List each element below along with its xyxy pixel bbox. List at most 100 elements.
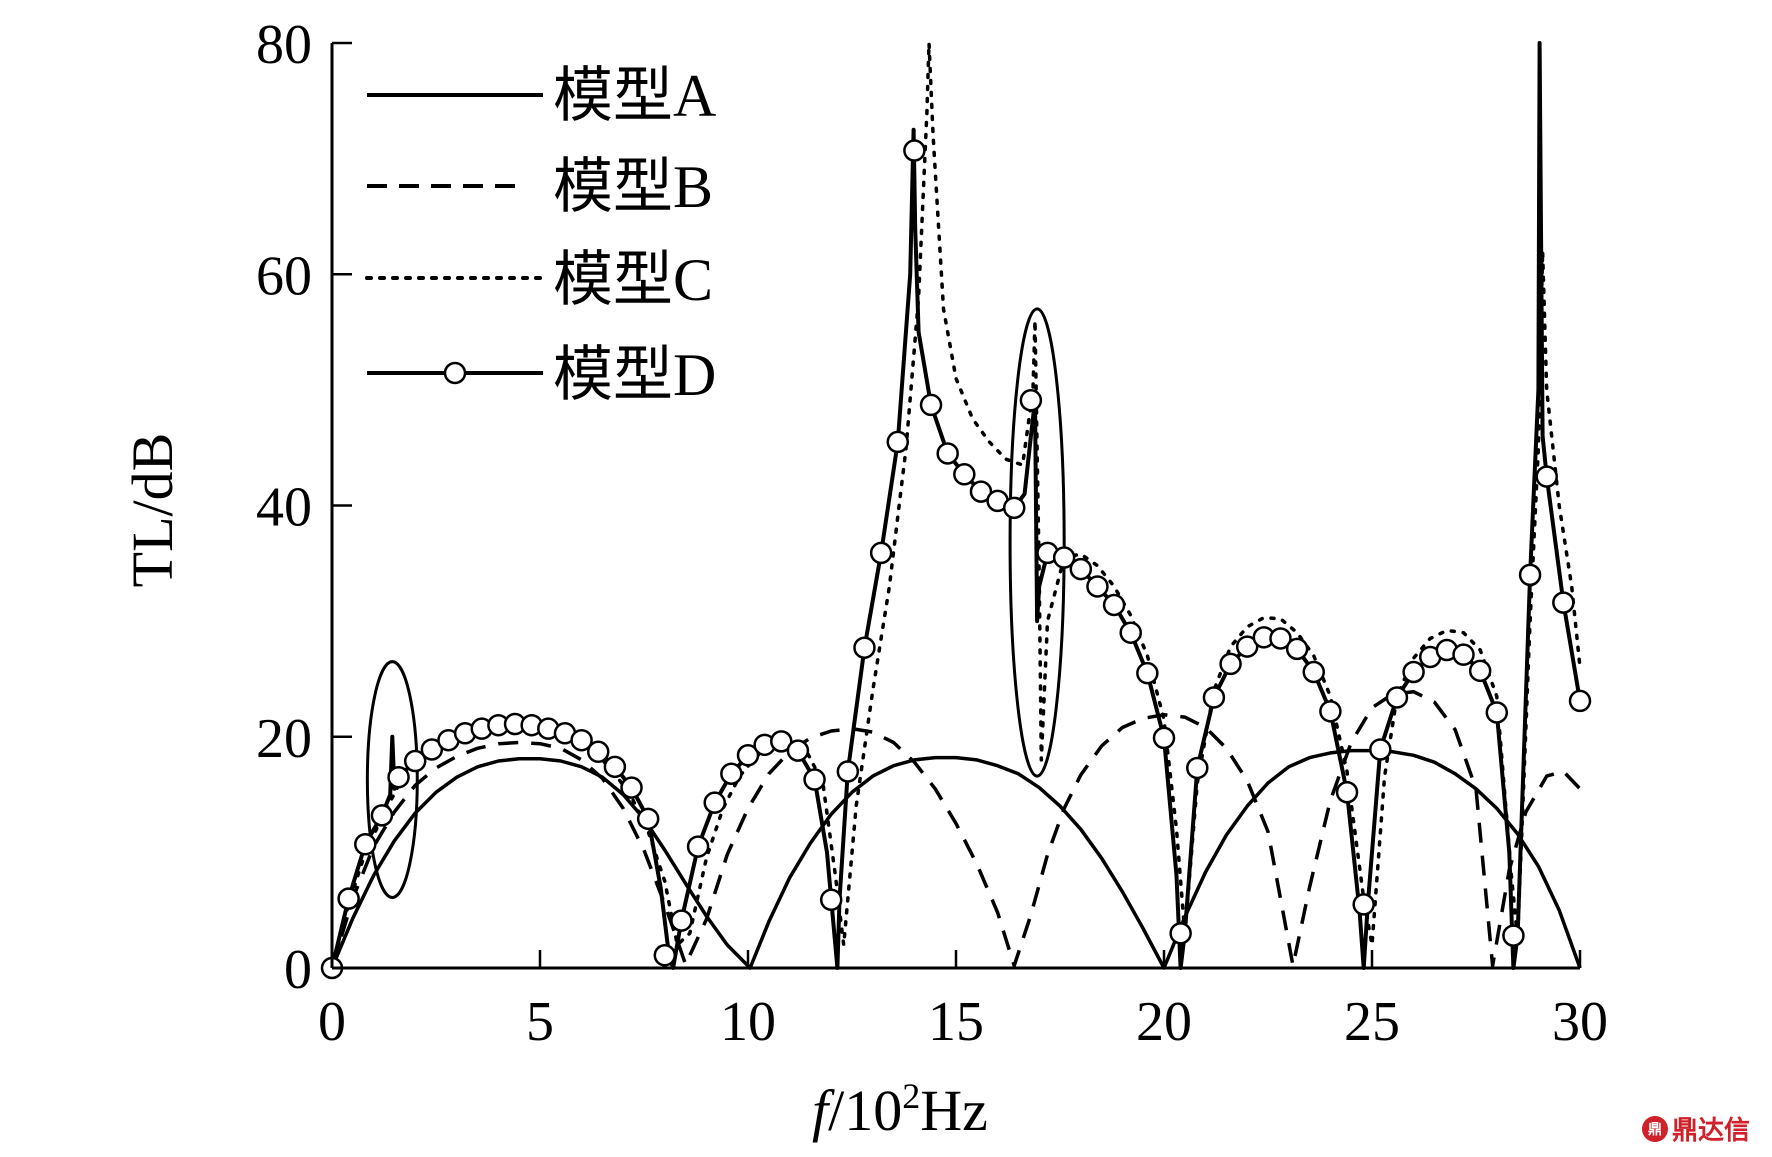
legend-label-a: 模型A — [553, 63, 716, 129]
legend-item-c: 模型C — [365, 247, 713, 313]
series-line-d — [330, 41, 1582, 970]
data-point-marker — [1152, 726, 1176, 750]
annotation-ellipse — [1008, 307, 1066, 778]
x-axis-title-unit: Hz — [920, 1078, 988, 1143]
data-point-marker — [370, 804, 394, 827]
data-point-marker — [819, 888, 843, 912]
data-point-marker — [570, 728, 593, 752]
legend-label-d: 模型D — [553, 342, 716, 408]
watermark-text: 鼎达信 — [1671, 1116, 1750, 1146]
data-point-marker — [403, 749, 427, 773]
x-tick-label: 10 — [720, 991, 776, 1053]
watermark-logo-icon: 鼎 — [1641, 1115, 1668, 1142]
data-point-marker — [337, 887, 360, 910]
data-point-marker — [1518, 563, 1542, 587]
series-line-a — [330, 748, 1582, 970]
x-tick-label: 30 — [1552, 991, 1608, 1053]
data-point-marker — [853, 636, 876, 659]
legend-item-d: 模型D — [367, 342, 716, 408]
y-tick-label: 0 — [284, 939, 312, 1001]
data-point-marker — [736, 744, 760, 767]
data-point-marker — [1552, 591, 1575, 614]
data-point-marker — [603, 755, 627, 779]
data-point-marker — [1302, 660, 1326, 684]
x-tick-label: 15 — [928, 991, 984, 1053]
x-tick-label: 20 — [1136, 991, 1192, 1053]
ticks — [330, 41, 1582, 970]
annotation-ellipses — [365, 307, 1066, 899]
data-point-marker — [1069, 557, 1093, 581]
y-tick-label: 40 — [256, 477, 312, 539]
watermark: 鼎 鼎达信 — [1641, 1110, 1750, 1147]
data-point-marker — [1102, 593, 1126, 617]
axes — [330, 43, 1580, 970]
data-point-marker — [1385, 686, 1409, 709]
data-point-marker — [1019, 389, 1043, 412]
data-point-marker — [653, 944, 677, 967]
data-point-marker — [886, 430, 910, 454]
data-point-marker — [1136, 661, 1159, 685]
plot-series — [330, 41, 1582, 970]
data-point-marker — [1086, 575, 1109, 598]
data-point-marker — [1052, 546, 1076, 569]
data-point-marker — [620, 776, 643, 799]
data-point-marker — [387, 765, 410, 789]
data-point-marker — [720, 762, 743, 785]
data-point-marker — [1186, 756, 1209, 780]
y-tick-label: 60 — [256, 245, 312, 307]
y-tick-label: 20 — [256, 708, 312, 770]
data-point-marker — [1352, 893, 1375, 916]
data-point-marker — [1202, 686, 1226, 709]
data-point-marker — [1235, 635, 1259, 658]
data-point-marker — [1119, 621, 1142, 644]
x-axis-title-scale: /10 — [828, 1078, 902, 1143]
data-point-marker — [1169, 922, 1192, 945]
data-point-marker — [1485, 701, 1509, 724]
legend-marker-circle-icon — [443, 361, 467, 385]
x-tick-label: 5 — [526, 991, 554, 1053]
data-point-marker — [354, 833, 377, 856]
data-point-marker — [636, 807, 660, 831]
data-point-marker — [969, 480, 993, 503]
data-point-marker — [936, 442, 959, 465]
data-point-marker — [1452, 643, 1475, 666]
data-point-marker — [836, 760, 860, 783]
x-axis-title-exp: 2 — [902, 1076, 920, 1116]
annotation-ellipse — [365, 660, 419, 899]
data-point-marker — [586, 740, 610, 764]
data-point-marker — [869, 541, 893, 565]
data-point-marker — [1335, 781, 1359, 804]
data-point-marker — [686, 835, 710, 858]
data-point-marker — [803, 768, 826, 791]
legend-label-b: 模型B — [553, 154, 713, 220]
data-point-marker — [1219, 652, 1242, 676]
data-point-marker — [770, 730, 793, 753]
tick-labels: 0 5 10 15 20 25 30 0 20 40 60 80 — [256, 14, 1608, 1053]
data-point-marker — [1402, 660, 1425, 684]
data-point-marker — [1285, 637, 1309, 661]
x-tick-label: 25 — [1344, 991, 1400, 1053]
data-point-marker — [703, 791, 726, 814]
data-point-marker — [1568, 689, 1592, 713]
legend: 模型A 模型B 模型C 模型D — [365, 63, 716, 408]
data-point-marker — [1319, 700, 1342, 723]
x-axis-title: f/102Hz — [812, 1076, 988, 1143]
data-point-marker — [1369, 738, 1392, 761]
data-point-marker — [919, 393, 943, 417]
data-point-marker — [1002, 496, 1026, 520]
y-axis-title: TL/dB — [120, 433, 185, 588]
data-point-marker — [670, 909, 693, 932]
data-point-marker — [1269, 627, 1292, 650]
series-d-markers — [320, 139, 1592, 980]
data-point-marker — [1468, 659, 1492, 683]
data-point-marker — [953, 463, 976, 486]
data-point-marker — [903, 139, 926, 162]
series-line-c — [330, 41, 1582, 970]
x-tick-label: 0 — [318, 991, 346, 1053]
legend-item-a: 模型A — [367, 63, 716, 129]
data-point-marker — [1502, 924, 1525, 947]
legend-item-b: 模型B — [367, 154, 713, 220]
y-tick-label: 80 — [256, 14, 312, 76]
legend-label-c: 模型C — [553, 247, 713, 313]
